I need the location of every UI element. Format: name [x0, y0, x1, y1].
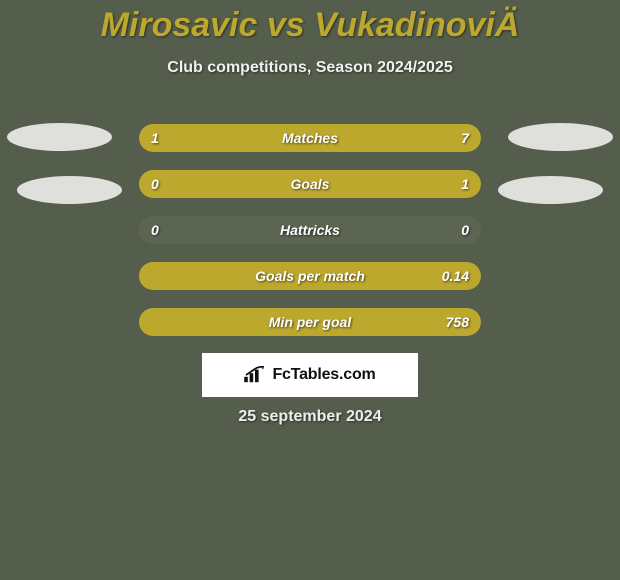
stat-bars: 1 Matches 7 0 Goals 1 0 Hattricks 0 Goal… — [139, 124, 481, 354]
bar-label: Goals per match — [139, 262, 481, 290]
bar-min-per-goal: Min per goal 758 — [139, 308, 481, 336]
bar-value-right: 0 — [461, 216, 469, 244]
player-left-photo-placeholder — [7, 123, 112, 151]
chart-icon — [244, 366, 266, 384]
bar-value-right: 0.14 — [442, 262, 469, 290]
subtitle: Club competitions, Season 2024/2025 — [0, 59, 620, 77]
club-right-logo-placeholder — [498, 176, 603, 204]
bar-hattricks: 0 Hattricks 0 — [139, 216, 481, 244]
club-left-logo-placeholder — [17, 176, 122, 204]
bar-label: Goals — [139, 170, 481, 198]
player-right-photo-placeholder — [508, 123, 613, 151]
bar-value-right: 1 — [461, 170, 469, 198]
bar-goals: 0 Goals 1 — [139, 170, 481, 198]
page-title: Mirosavic vs VukadinoviÄ — [0, 0, 620, 45]
brand-text: FcTables.com — [272, 366, 375, 384]
bar-goals-per-match: Goals per match 0.14 — [139, 262, 481, 290]
bar-label: Matches — [139, 124, 481, 152]
bar-label: Hattricks — [139, 216, 481, 244]
brand-link[interactable]: FcTables.com — [202, 353, 418, 397]
bar-matches: 1 Matches 7 — [139, 124, 481, 152]
bar-label: Min per goal — [139, 308, 481, 336]
bar-value-right: 7 — [461, 124, 469, 152]
bar-value-right: 758 — [446, 308, 469, 336]
date-label: 25 september 2024 — [0, 408, 620, 426]
comparison-card: Mirosavic vs VukadinoviÄ Club competitio… — [0, 0, 620, 580]
